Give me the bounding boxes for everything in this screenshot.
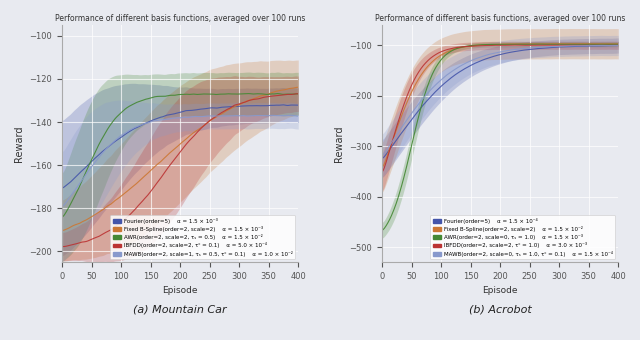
Y-axis label: Reward: Reward	[334, 125, 344, 162]
Y-axis label: Reward: Reward	[14, 125, 24, 162]
X-axis label: Episode: Episode	[483, 287, 518, 295]
Legend: Fourier(order=5)    α = 1.5 × 10⁻⁴, Fixed B-Spline(order=2, scale=2)    α = 1.5 : Fourier(order=5) α = 1.5 × 10⁻⁴, Fixed B…	[430, 215, 616, 259]
Text: (a) Mountain Car: (a) Mountain Car	[133, 305, 227, 315]
Title: Performance of different basis functions, averaged over 100 runs: Performance of different basis functions…	[55, 14, 305, 23]
Text: (b) Acrobot: (b) Acrobot	[468, 305, 531, 315]
X-axis label: Episode: Episode	[163, 287, 198, 295]
Legend: Fourier(order=5)    α = 1.5 × 10⁻³, Fixed B-Spline(order=2, scale=2)    α = 1.5 : Fourier(order=5) α = 1.5 × 10⁻³, Fixed B…	[110, 215, 296, 259]
Title: Performance of different basis functions, averaged over 100 runs: Performance of different basis functions…	[375, 14, 625, 23]
